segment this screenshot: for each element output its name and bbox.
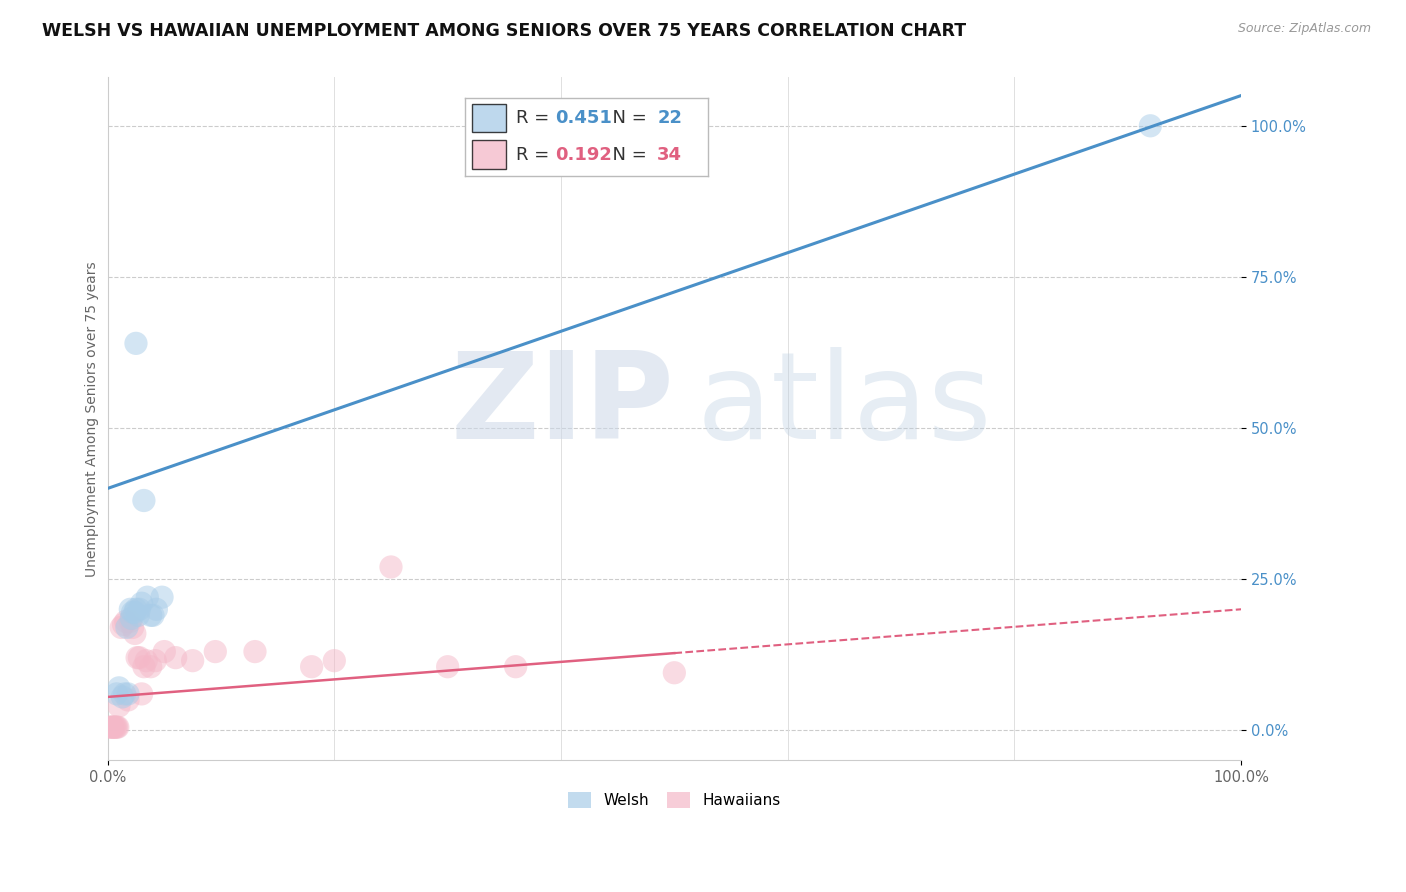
Point xyxy=(127,608,149,623)
Point xyxy=(117,687,139,701)
Point xyxy=(153,644,176,658)
Point xyxy=(505,659,527,673)
Point xyxy=(142,608,165,623)
Point xyxy=(131,596,153,610)
Point xyxy=(114,615,136,629)
Text: ZIP: ZIP xyxy=(450,347,675,464)
Point xyxy=(105,687,128,701)
Point xyxy=(107,720,129,734)
Point xyxy=(103,720,125,734)
Point xyxy=(121,605,143,619)
Point xyxy=(101,720,124,734)
Legend: Welsh, Hawaiians: Welsh, Hawaiians xyxy=(562,786,787,814)
Point xyxy=(117,693,139,707)
Point xyxy=(108,698,131,713)
Point xyxy=(143,654,166,668)
Point xyxy=(204,644,226,658)
Point xyxy=(128,602,150,616)
Point xyxy=(135,654,157,668)
Point xyxy=(128,650,150,665)
Point xyxy=(150,591,173,605)
Point xyxy=(136,591,159,605)
Point xyxy=(103,720,125,734)
Point xyxy=(380,560,402,574)
Point xyxy=(124,626,146,640)
Text: Source: ZipAtlas.com: Source: ZipAtlas.com xyxy=(1237,22,1371,36)
Point xyxy=(139,608,162,623)
Point xyxy=(120,611,142,625)
Y-axis label: Unemployment Among Seniors over 75 years: Unemployment Among Seniors over 75 years xyxy=(86,261,100,577)
Point xyxy=(301,659,323,673)
Point xyxy=(112,617,135,632)
Point xyxy=(124,605,146,619)
Point xyxy=(100,720,122,734)
Point xyxy=(98,720,121,734)
Point xyxy=(132,493,155,508)
Point xyxy=(110,620,132,634)
Point xyxy=(127,650,149,665)
Point xyxy=(243,644,266,658)
Point xyxy=(105,720,128,734)
Point xyxy=(120,615,142,629)
Text: atlas: atlas xyxy=(697,347,993,464)
Point xyxy=(165,650,187,665)
Point xyxy=(664,665,686,680)
Point xyxy=(436,659,458,673)
Point xyxy=(131,687,153,701)
Text: WELSH VS HAWAIIAN UNEMPLOYMENT AMONG SENIORS OVER 75 YEARS CORRELATION CHART: WELSH VS HAWAIIAN UNEMPLOYMENT AMONG SEN… xyxy=(42,22,966,40)
Point xyxy=(111,690,134,704)
Point xyxy=(132,659,155,673)
Point xyxy=(121,620,143,634)
Point xyxy=(323,654,346,668)
Point xyxy=(104,720,127,734)
Point xyxy=(125,336,148,351)
Point xyxy=(139,659,162,673)
Point xyxy=(120,602,142,616)
Point xyxy=(115,620,138,634)
Point xyxy=(114,687,136,701)
Point xyxy=(1139,119,1161,133)
Point xyxy=(181,654,204,668)
Point xyxy=(125,602,148,616)
Point xyxy=(108,681,131,695)
Point xyxy=(145,602,167,616)
